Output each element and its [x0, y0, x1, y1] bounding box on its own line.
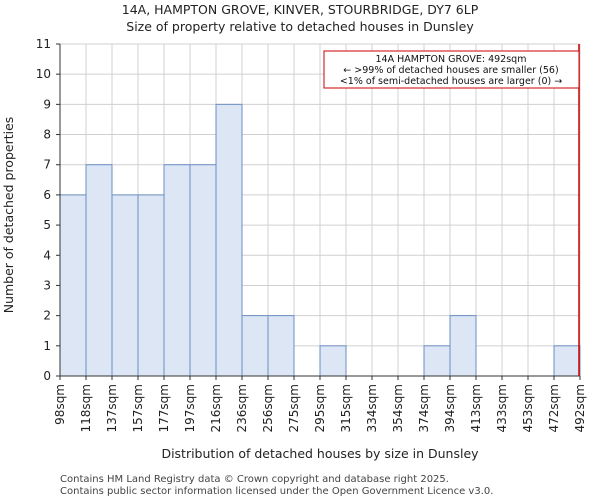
footer-line-2: Contains public sector information licen…	[60, 486, 493, 497]
x-tick-label-394sqm: 394sqm	[443, 384, 457, 432]
x-tick-label-295sqm: 295sqm	[313, 384, 327, 432]
bar-295sqm	[319, 345, 347, 377]
x-tick-label-177sqm: 177sqm	[157, 384, 171, 432]
x-tick-label-137sqm: 137sqm	[105, 384, 119, 432]
x-tick-label-472sqm: 472sqm	[547, 384, 561, 432]
bar-236sqm	[241, 315, 269, 377]
y-tick-label-4: 4	[43, 248, 51, 262]
chart-subtitle: Size of property relative to detached ho…	[126, 19, 474, 34]
bar-157sqm	[137, 194, 165, 377]
bar-118sqm	[85, 164, 113, 377]
x-tick-label-374sqm: 374sqm	[417, 384, 431, 432]
y-tick-label-7: 7	[43, 158, 51, 172]
x-tick-label-118sqm: 118sqm	[79, 384, 93, 432]
bar-256sqm	[267, 315, 295, 377]
bar-472sqm	[553, 345, 581, 377]
x-tick-label-354sqm: 354sqm	[391, 384, 405, 432]
y-tick-labels: 0 1 2 3 4 5 6 7 8 9 10 11	[36, 37, 51, 383]
x-tick-label-492sqm: 492sqm	[573, 384, 587, 432]
x-tick-label-315sqm: 315sqm	[339, 384, 353, 432]
y-tick-label-0: 0	[43, 369, 51, 383]
y-tick-label-9: 9	[43, 97, 51, 111]
y-tick-label-11: 11	[36, 37, 51, 51]
y-tick-label-2: 2	[43, 309, 51, 323]
y-tick-label-6: 6	[43, 188, 51, 202]
x-tick-label-275sqm: 275sqm	[287, 384, 301, 432]
x-tick-label-98sqm: 98sqm	[53, 384, 67, 425]
x-tick-label-433sqm: 433sqm	[495, 384, 509, 432]
bar-394sqm	[449, 315, 477, 377]
bar-177sqm	[163, 164, 191, 377]
bar-197sqm	[189, 164, 217, 377]
annotation-line-1: 14A HAMPTON GROVE: 492sqm	[376, 54, 527, 65]
x-tick-label-197sqm: 197sqm	[183, 384, 197, 432]
bar-137sqm	[111, 194, 139, 377]
annotation-line-3: <1% of semi-detached houses are larger (…	[340, 76, 562, 87]
y-tick-label-8: 8	[43, 128, 51, 142]
x-tick-label-413sqm: 413sqm	[469, 384, 483, 432]
bar-374sqm	[423, 345, 451, 377]
bar-98sqm	[59, 194, 87, 377]
bars	[59, 103, 581, 377]
y-tick-label-10: 10	[36, 67, 51, 81]
chart-title: 14A, HAMPTON GROVE, KINVER, STOURBRIDGE,…	[122, 2, 479, 17]
x-tick-label-236sqm: 236sqm	[235, 384, 249, 432]
x-tick-label-334sqm: 334sqm	[365, 384, 379, 432]
y-tick-label-1: 1	[43, 339, 51, 353]
x-tick-label-157sqm: 157sqm	[131, 384, 145, 432]
y-tick-label-3: 3	[43, 278, 51, 292]
x-tick-label-216sqm: 216sqm	[209, 384, 223, 432]
x-tick-label-453sqm: 453sqm	[521, 384, 535, 432]
footer-line-1: Contains HM Land Registry data © Crown c…	[60, 474, 449, 485]
axes	[56, 43, 581, 380]
annotation-box: 14A HAMPTON GROVE: 492sqm ← >99% of deta…	[323, 50, 580, 89]
annotation-line-2: ← >99% of detached houses are smaller (5…	[343, 65, 558, 76]
bar-216sqm	[215, 103, 243, 377]
y-axis-label: Number of detached properties	[1, 117, 16, 314]
x-tick-label-256sqm: 256sqm	[261, 384, 275, 432]
y-tick-label-5: 5	[43, 218, 51, 232]
x-axis-label: Distribution of detached houses by size …	[161, 446, 479, 461]
x-tick-labels: 98sqm 118sqm 137sqm 157sqm 177sqm 197sqm 216sq…	[53, 384, 587, 432]
annotation-border	[323, 50, 580, 89]
